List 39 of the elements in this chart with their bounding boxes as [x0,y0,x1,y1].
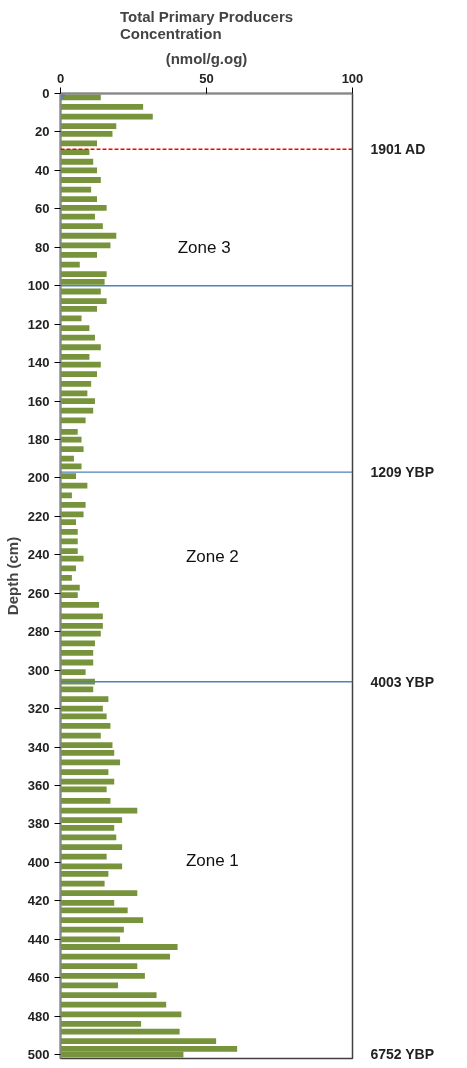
annotation: Zone 3 [177,238,231,258]
y-tick-label: 60 [35,201,50,217]
y-tick-label: 40 [35,162,50,178]
y-tick-label: 100 [27,278,50,294]
text: 6752 YBP [370,1045,435,1062]
y-tick-label: 80 [35,239,50,255]
ref-line-label: 4003 YBP [370,673,435,690]
y-tick-label: 460 [27,970,50,986]
y-tick-label: 360 [27,778,50,794]
y-tick-label: 380 [27,816,50,832]
y-axis-title: Depth (cm) [3,536,21,616]
y-tick-label: 300 [27,662,50,678]
y-tick-label: 400 [27,854,50,870]
ref-line-label: 1901 AD [370,141,426,158]
y-tick-label: 240 [27,547,50,563]
y-tick-label: 140 [27,355,50,371]
y-tick-label: 160 [27,393,50,409]
y-tick-label: 480 [27,1008,50,1024]
annotation: Zone 2 [185,547,239,567]
chart-title: Total Primary Producers Concentration [119,7,294,42]
y-tick-label: 500 [27,1047,50,1063]
annotation: Zone 1 [185,851,239,871]
x-tick-label: 100 [341,70,364,86]
ref-line-label: 1209 YBP [370,464,435,481]
x-axis-title: (nmol/g.og) [165,49,248,67]
y-tick-label: 280 [27,624,50,640]
y-tick-label: 120 [27,316,50,332]
y-tick-label: 320 [27,701,50,717]
y-tick-label: 180 [27,432,50,448]
y-tick-label: 0 [42,86,50,101]
y-tick-label: 200 [27,470,50,486]
x-tick-label: 0 [56,70,65,86]
y-tick-label: 440 [27,931,50,947]
y-tick-label: 260 [27,585,50,601]
y-tick-label: 220 [27,508,50,524]
y-tick-label: 20 [35,124,50,140]
y-tick-label: 340 [27,739,50,755]
x-tick-label: 50 [199,70,214,86]
y-tick-label: 420 [27,893,50,909]
